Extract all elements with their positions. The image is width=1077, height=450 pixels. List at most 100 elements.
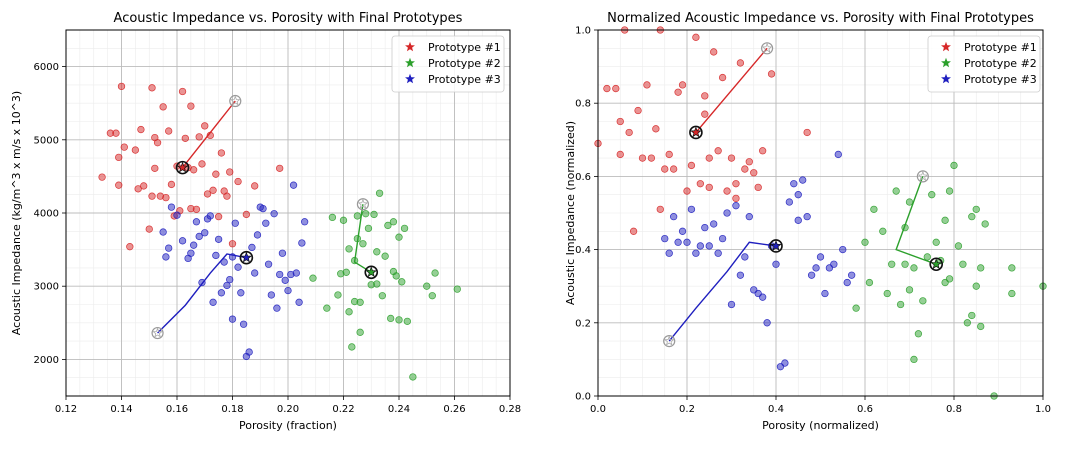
data-point-1 [137, 125, 145, 134]
data-point-1 [198, 160, 206, 168]
data-point-1 [692, 33, 700, 41]
data-point-1 [696, 180, 704, 188]
data-point-1 [683, 187, 691, 195]
prototype-final-ring-3 [239, 250, 254, 265]
data-point-1 [187, 102, 195, 110]
data-point-3 [276, 270, 284, 279]
y-tick-label: 0.8 [575, 99, 591, 110]
data-point-2 [905, 286, 914, 294]
legend-label: Prototype #1 [964, 41, 1037, 54]
data-point-1 [714, 147, 722, 155]
prototype-final-ring-1 [175, 160, 190, 175]
data-point-2 [977, 264, 985, 272]
prototype-final-star-1 [690, 126, 702, 138]
data-point-1 [701, 110, 709, 118]
data-point-3 [195, 232, 203, 241]
data-point-1 [710, 48, 718, 56]
data-point-2 [977, 322, 985, 331]
data-point-3 [289, 181, 298, 189]
data-point-2 [409, 373, 417, 381]
data-point-2 [384, 221, 392, 230]
data-point-1 [616, 117, 624, 126]
data-point-1 [178, 87, 187, 96]
data-point-3 [301, 218, 309, 226]
data-point-3 [687, 205, 696, 213]
prototype-trajectory-3 [157, 253, 247, 334]
data-point-2 [972, 205, 980, 213]
data-point-2 [896, 300, 905, 309]
legend-label: Prototype #3 [964, 73, 1037, 86]
data-point-1 [276, 164, 284, 173]
data-point-3 [661, 234, 669, 243]
data-point-3 [167, 203, 176, 211]
data-point-2 [852, 304, 860, 312]
x-tick-label: 0.16 [166, 404, 188, 415]
prototype-final-star-3 [240, 251, 253, 263]
data-point-1 [126, 243, 134, 251]
data-point-3 [763, 319, 771, 327]
data-point-2 [342, 268, 350, 276]
data-point-2 [428, 292, 436, 300]
data-point-1 [214, 213, 223, 221]
data-point-1 [705, 183, 713, 192]
data-point-3 [741, 253, 749, 261]
data-point-3 [259, 204, 267, 213]
data-point-1 [209, 186, 217, 194]
data-point-2 [981, 220, 989, 228]
prototype-final-star-2 [365, 266, 377, 278]
legend-star-icon [405, 73, 415, 84]
data-point-1 [643, 81, 651, 89]
data-point-2 [378, 292, 387, 300]
chart-2: 0.0 0.2 0.4 0.6 0.8 1.0 0.0 0.2 0.4 0.6 0.8 1.0 Norm… [564, 11, 1051, 432]
data-point-1 [803, 128, 811, 137]
data-point-1 [234, 177, 242, 186]
data-point-1 [732, 180, 740, 188]
data-point-2 [1008, 289, 1016, 298]
data-point-3 [803, 213, 811, 221]
data-point-1 [634, 106, 642, 115]
prototype-start-star-2 [917, 170, 929, 181]
x-tick-label: 0.2 [679, 404, 695, 415]
data-point-1 [228, 240, 237, 248]
y-tick-label: 2000 [34, 355, 59, 366]
prototype-start-star-1 [229, 95, 241, 106]
x-tick-label: 0.24 [388, 404, 410, 415]
data-point-1 [678, 81, 687, 89]
data-point-3 [772, 260, 780, 268]
x-tick-label: 0.28 [499, 404, 521, 415]
data-point-1 [732, 194, 740, 203]
data-point-2 [328, 213, 337, 222]
data-point-2 [865, 278, 874, 287]
x-tick-label: 0.26 [443, 404, 465, 415]
legend-star-icon [405, 57, 415, 68]
data-point-2 [954, 242, 963, 250]
data-point-1 [226, 168, 234, 176]
data-point-3 [781, 359, 789, 367]
legend-star-icon [405, 41, 415, 52]
data-point-3 [834, 150, 842, 159]
data-point-3 [234, 263, 242, 271]
data-point-3 [295, 298, 303, 306]
data-point-2 [923, 253, 931, 261]
data-point-3 [251, 269, 259, 277]
data-point-3 [794, 191, 802, 199]
data-point-2 [375, 189, 384, 197]
data-point-2 [883, 289, 891, 298]
data-point-1 [674, 88, 682, 96]
data-point-3 [745, 213, 753, 221]
data-point-2 [968, 213, 976, 221]
data-point-3 [248, 243, 256, 252]
data-point-2 [928, 191, 936, 199]
data-point-2 [395, 233, 403, 241]
data-point-2 [892, 187, 900, 195]
prototype-start-star-3 [152, 327, 163, 338]
data-point-1 [767, 70, 776, 78]
data-point-2 [901, 260, 909, 268]
data-point-1 [603, 84, 611, 93]
data-point-1 [750, 169, 758, 177]
data-point-2 [309, 274, 317, 282]
data-point-2 [914, 330, 923, 338]
legend-label: Prototype #2 [428, 57, 501, 70]
data-point-2 [1008, 264, 1016, 272]
